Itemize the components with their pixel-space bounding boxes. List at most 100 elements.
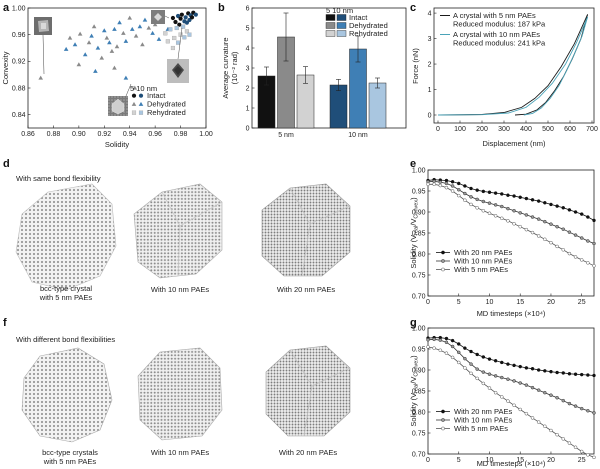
bar-intact — [329, 84, 348, 129]
data-point — [487, 372, 492, 376]
data-point — [469, 349, 473, 354]
legend-label: Rehydrated — [349, 29, 388, 38]
data-point-rehydrated — [170, 45, 175, 51]
data-point — [555, 224, 559, 229]
data-point — [450, 338, 455, 343]
data-point-intact — [173, 19, 178, 25]
a-legend-header: 5 10 nm — [130, 84, 157, 93]
data-point — [549, 369, 553, 374]
inset-image-rehydrated-crystal — [108, 96, 128, 116]
y-tick-label: 5 — [246, 25, 250, 32]
c-ylabel: Force (nN) — [411, 48, 420, 84]
data-point-rehydrated — [168, 27, 173, 32]
legend-marker — [441, 418, 445, 422]
panel-a-scatter: 0.86 0.88 0.90 0.92 0.94 0.96 0.98 1.00 0.84 0.88… — [1, 5, 213, 149]
y-tick-label: 3 — [428, 36, 432, 43]
panel-label-c: c — [410, 2, 416, 14]
force-curve-loading — [437, 16, 589, 116]
data-point — [573, 372, 578, 376]
inset-image-top-crystal — [151, 10, 165, 24]
legend-marker-dehydrated — [138, 101, 144, 106]
y-tick-label: 0.84 — [12, 112, 26, 119]
data-point — [500, 216, 504, 221]
data-point — [555, 432, 559, 437]
data-point — [592, 241, 596, 246]
data-point — [536, 388, 541, 392]
data-point — [543, 390, 547, 395]
data-point — [493, 374, 498, 378]
legend-label: Dehydrated — [349, 21, 388, 30]
data-point-dehydrated — [63, 46, 69, 51]
b-ylabel-unit: (10⁻² rad) — [230, 51, 239, 84]
data-point — [481, 381, 486, 386]
data-point — [512, 379, 516, 383]
data-point — [561, 437, 566, 441]
f-label-10nm: With 10 nm PAEs — [151, 448, 209, 457]
data-point-dehydrated — [101, 28, 107, 33]
f-label-20nm: With 20 nm PAEs — [279, 448, 337, 457]
data-point — [530, 366, 535, 371]
data-point — [549, 393, 553, 397]
data-point — [573, 255, 578, 259]
data-point — [555, 204, 559, 208]
f-crystal-20nm — [265, 345, 351, 437]
data-point — [592, 455, 596, 460]
legend-marker-rehydrated — [138, 110, 144, 115]
x-tick-label: 10 — [486, 299, 494, 306]
data-point — [432, 179, 436, 184]
data-point — [493, 214, 498, 218]
panel-e-line: 0 5 10 15 20 25 0.70 0.75 0.80 0.85 0.90 0.95 1.00 W… — [409, 167, 596, 318]
data-point — [506, 399, 510, 403]
data-point — [469, 186, 473, 191]
data-point — [555, 370, 559, 375]
data-point — [524, 383, 529, 387]
d-crystal-10nm — [133, 183, 223, 279]
x-tick-label: 10 — [486, 457, 494, 464]
data-point — [463, 198, 467, 202]
inset-image-dehydrated-crystal — [34, 17, 52, 35]
data-point — [432, 182, 436, 187]
series-line — [427, 338, 595, 414]
x-tick-label: 0.96 — [148, 131, 162, 138]
legend-marker — [441, 250, 445, 255]
data-point — [444, 351, 449, 355]
data-point-dehydrated — [137, 24, 143, 29]
data-point-dehydrated — [146, 25, 152, 30]
data-point-rehydrated — [165, 39, 170, 44]
data-point — [512, 194, 516, 198]
legend-label: Rehydrated — [147, 108, 186, 117]
data-point — [586, 373, 590, 377]
data-point-rehydrated — [175, 40, 181, 45]
x-tick-label: 15 — [516, 299, 524, 306]
data-point — [524, 196, 529, 201]
data-point-dehydrated — [67, 35, 73, 40]
data-point-rehydrated — [172, 35, 177, 41]
data-point — [561, 248, 566, 252]
y-tick-label: 1.00 — [412, 325, 426, 332]
d-crystal-20nm — [261, 183, 351, 277]
x-tick-label: 1.00 — [199, 131, 213, 138]
data-point-dehydrated — [121, 30, 126, 35]
x-tick-label: 0 — [426, 457, 430, 464]
data-point — [567, 251, 572, 256]
data-point — [456, 342, 461, 346]
bar-rehydrated — [368, 82, 387, 129]
data-point — [543, 201, 547, 205]
data-point — [450, 344, 455, 349]
y-tick-label: 0.96 — [12, 32, 26, 39]
y-tick-label: 0.88 — [12, 85, 26, 92]
y-tick-label: 0 — [246, 125, 250, 132]
data-point — [543, 369, 547, 373]
x-tick-label: 100 — [454, 126, 466, 133]
y-tick-label: 0.75 — [412, 430, 426, 437]
data-point-dehydrated — [109, 48, 115, 53]
data-point — [530, 215, 535, 219]
x-tick-label: 5 — [457, 457, 461, 464]
data-point — [493, 191, 498, 195]
data-point-intact — [184, 20, 190, 25]
y-tick-label: 1 — [428, 87, 432, 94]
legend-swatch-10nm — [336, 30, 347, 37]
y-tick-label: 0.90 — [412, 209, 426, 216]
data-point — [487, 201, 492, 205]
